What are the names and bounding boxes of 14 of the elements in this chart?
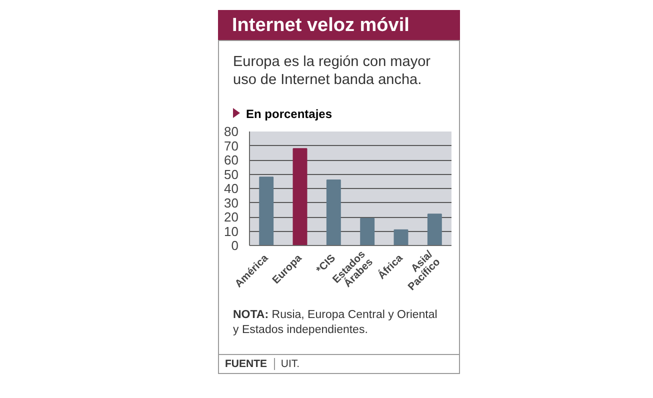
y-tick-label: 50 — [224, 166, 239, 182]
y-tick-label: 30 — [224, 195, 239, 210]
chart-subtitle: Europa es la región con mayor uso de Internet banda ancha. — [233, 53, 432, 90]
y-tick-label: 70 — [224, 138, 239, 154]
y-axis-title: En porcentajes — [245, 106, 332, 123]
y-tick-label: 20 — [224, 210, 239, 224]
text: NOTA: Rusia, Europa Central y Oriental y Estados independientes. — [233, 308, 438, 338]
y-tick-label: 0 — [231, 238, 239, 253]
y-tick-label: 40 — [224, 181, 239, 196]
y-tick-label: 80 — [224, 124, 239, 139]
chart-title: Internet veloz móvil — [232, 14, 410, 38]
y-tick-label: 60 — [224, 152, 239, 168]
y-tick-label: 10 — [224, 224, 239, 239]
text: FUENTE UIT. — [225, 358, 300, 370]
